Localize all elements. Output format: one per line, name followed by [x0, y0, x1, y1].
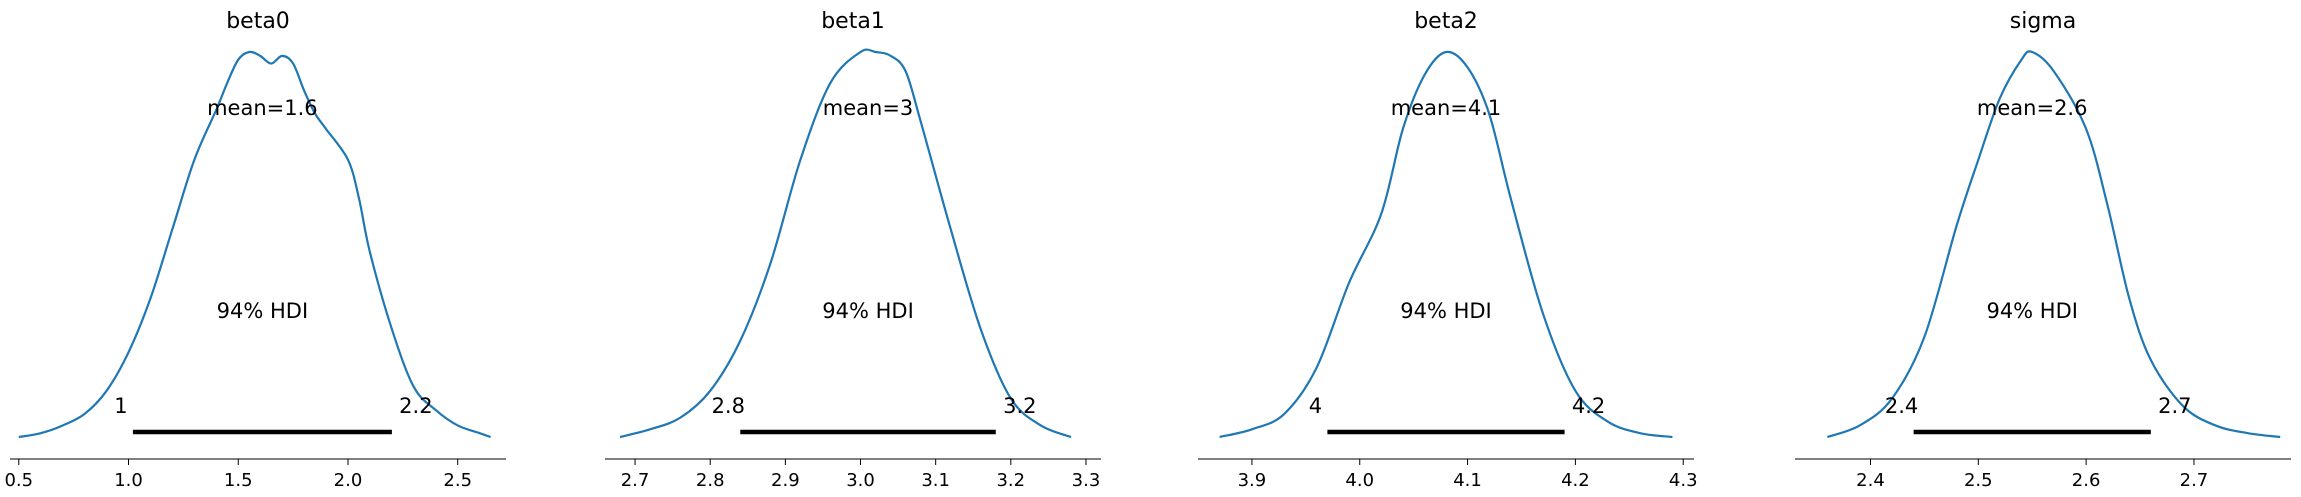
hdi-high-label: 2.2	[399, 394, 432, 418]
posterior-panel-beta2: beta2 mean=4.1 94% HDI 4 4.2 3.9 4.0 4.1 4.2 4.3	[1198, 9, 1698, 491]
x-tick-label: 2.7	[2180, 470, 2209, 491]
hdi-label: 94% HDI	[1400, 299, 1492, 323]
x-tick-label: 0.5	[4, 470, 33, 491]
hdi-high-label: 3.2	[1003, 394, 1036, 418]
density-curve	[18, 50, 492, 439]
hdi-low-label: 2.4	[1885, 394, 1918, 418]
x-tick-label: 1.5	[224, 470, 253, 491]
hdi-high-label: 2.7	[2158, 394, 2191, 418]
x-tick-label: 1.0	[114, 470, 143, 491]
x-tick-label: 4.2	[1561, 470, 1590, 491]
x-tick-label: 2.9	[771, 470, 800, 491]
x-tick-label: 2.5	[443, 470, 472, 491]
x-tick-label: 3.1	[921, 470, 950, 491]
posterior-panel-sigma: sigma mean=2.6 94% HDI 2.4 2.7 2.4 2.5 2.6 2.7	[1795, 9, 2291, 491]
hdi-low-label: 1	[114, 394, 127, 418]
hdi-low-label: 4	[1309, 394, 1322, 418]
x-tick-label: 4.1	[1453, 470, 1482, 491]
mean-label: mean=4.1	[1391, 96, 1502, 120]
hdi-label: 94% HDI	[1986, 299, 2078, 323]
x-tick-label: 2.8	[696, 470, 725, 491]
posterior-panel-beta1: beta1 mean=3 94% HDI 2.8 3.2 2.7 2.8 2.9 3.0 3.1 3…	[605, 9, 1101, 491]
x-tick-label: 2.5	[1964, 470, 1993, 491]
x-tick-label: 4.3	[1669, 470, 1698, 491]
density-curve	[619, 48, 1072, 439]
x-tick-label: 2.4	[1856, 470, 1885, 491]
mean-label: mean=3	[823, 96, 914, 120]
x-tick-label: 3.9	[1238, 470, 1267, 491]
hdi-label: 94% HDI	[822, 299, 914, 323]
panel-title: sigma	[2010, 9, 2076, 34]
x-tick-label: 2.7	[621, 470, 650, 491]
panel-title: beta0	[226, 9, 290, 34]
hdi-label: 94% HDI	[217, 299, 309, 323]
x-tick-label: 3.2	[996, 470, 1025, 491]
panel-title: beta2	[1414, 9, 1478, 34]
density-curve	[1826, 50, 2281, 439]
x-tick-label: 3.3	[1072, 470, 1101, 491]
x-tick-label: 3.0	[846, 470, 875, 491]
panel-title: beta1	[821, 9, 885, 34]
hdi-high-label: 4.2	[1572, 394, 1605, 418]
density-curve	[1219, 50, 1673, 439]
x-tick-label: 2.0	[334, 470, 363, 491]
hdi-low-label: 2.8	[712, 394, 745, 418]
mean-label: mean=2.6	[1977, 96, 2088, 120]
posterior-panel-beta0: beta0 mean=1.6 94% HDI 1 2.2 0.5 1.0 1.5 2.0 2.5	[4, 9, 506, 491]
mean-label: mean=1.6	[207, 96, 318, 120]
x-tick-label: 2.6	[2072, 470, 2101, 491]
x-tick-label: 4.0	[1345, 470, 1374, 491]
